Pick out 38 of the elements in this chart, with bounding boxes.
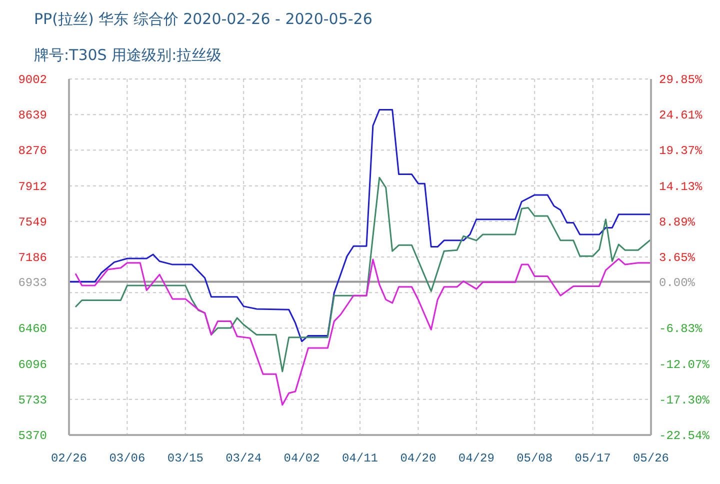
y2-tick-label: -22.54% [659, 429, 710, 443]
y2-tick-label: -6.83% [659, 322, 704, 336]
y2-tick-label: 24.61% [659, 108, 704, 123]
chart-subtitle: 牌号:T30S 用途级别:拉丝级 [34, 46, 222, 65]
y-tick-label: 5370 [18, 429, 47, 443]
x-tick-label: 02/26 [50, 452, 88, 466]
x-tick-label: 05/17 [574, 452, 611, 466]
y-tick-label: 8639 [18, 108, 47, 123]
x-tick-label: 04/02 [284, 452, 320, 466]
y-tick-label: 6460 [18, 322, 47, 336]
line-series [69, 109, 651, 342]
y-tick-label: 7912 [18, 180, 47, 194]
x-tick-label: 04/11 [342, 452, 378, 466]
y2-tick-label: 29.85% [659, 73, 704, 87]
y2-tick-label: 14.13% [659, 180, 704, 194]
y2-tick-label: 8.89% [659, 215, 696, 230]
x-tick-label: 03/15 [167, 452, 204, 466]
y-tick-label: 8276 [18, 144, 47, 158]
y-tick-label: 7549 [18, 215, 47, 230]
y-tick-label: 6096 [18, 358, 47, 372]
y-tick-label: 9002 [18, 73, 47, 87]
x-tick-label: 05/26 [632, 452, 670, 466]
x-tick-label: 04/29 [458, 452, 494, 466]
x-tick-label: 04/20 [400, 452, 436, 466]
chart-title: PP(拉丝) 华东 综合价 2020-02-26 - 2020-05-26 [34, 10, 372, 29]
y-tick-label: 5733 [18, 393, 47, 408]
y2-tick-label: 3.65% [659, 251, 696, 266]
y2-tick-label: 19.37% [659, 144, 704, 158]
line-series [74, 258, 651, 406]
y2-tick-label: -17.30% [659, 393, 710, 408]
x-tick-label: 03/24 [226, 452, 262, 466]
x-tick-label: 05/08 [516, 452, 553, 466]
y-tick-label: 6933 [18, 276, 47, 290]
y2-tick-label: -12.07% [659, 358, 710, 372]
x-tick-label: 03/06 [109, 452, 146, 466]
line-series [74, 176, 651, 372]
y2-tick-label: 0.00% [659, 276, 696, 290]
y-tick-label: 7186 [18, 251, 47, 265]
